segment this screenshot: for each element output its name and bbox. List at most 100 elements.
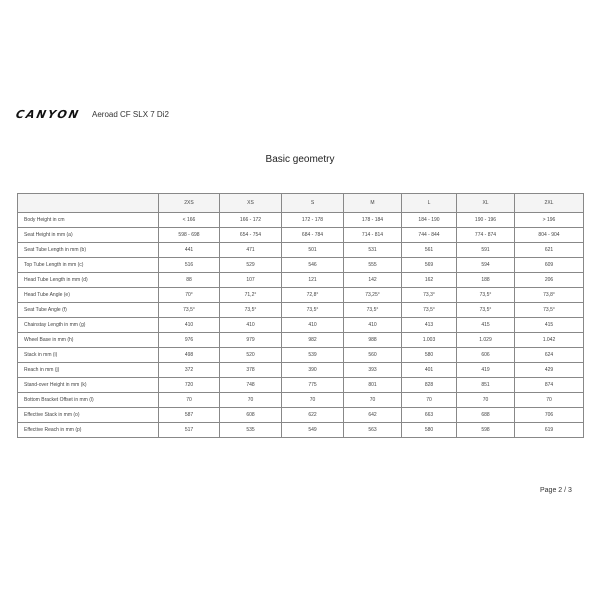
table-row: Wheel Base in mm (h) 976 979 982 988 1.003 1.0… (17, 332, 584, 348)
table-cell: 744 - 844 (401, 227, 457, 243)
column-header: L (401, 193, 457, 213)
table-row: Bottom Bracket Offset in mm (l) 70 70 70 70 7… (17, 392, 584, 408)
table-cell: 775 (281, 377, 344, 393)
table-cell: 71,2° (219, 287, 282, 303)
table-cell: 535 (219, 422, 282, 438)
table-cell: 1.042 (514, 332, 584, 348)
table-cell: 73,5° (456, 302, 515, 318)
table-cell: 73,5° (158, 302, 220, 318)
table-cell: 501 (281, 242, 344, 258)
table-cell: 684 - 784 (281, 227, 344, 243)
table-cell: 587 (158, 407, 220, 423)
row-label: Wheel Base in mm (h) (17, 332, 159, 348)
table-cell: 549 (281, 422, 344, 438)
row-label: Effective Stack in mm (o) (17, 407, 159, 423)
table-cell: 594 (456, 257, 515, 273)
table-cell: 142 (343, 272, 402, 288)
table-cell: 73,5° (219, 302, 282, 318)
table-cell: 606 (456, 347, 515, 363)
table-cell: 166 - 172 (219, 212, 282, 228)
column-header: XS (219, 193, 282, 213)
table-row: Reach in mm (j) 372 378 390 393 401 419 429 (17, 362, 584, 378)
table-cell: 429 (514, 362, 584, 378)
table-cell: < 166 (158, 212, 220, 228)
table-cell: 70 (219, 392, 282, 408)
table-cell: 609 (514, 257, 584, 273)
row-label: Effective Reach in mm (p) (17, 422, 159, 438)
table-cell: 608 (219, 407, 282, 423)
column-header (17, 193, 159, 213)
table-cell: 520 (219, 347, 282, 363)
row-label: Stand-over Height in mm (k) (17, 377, 159, 393)
row-label: Stack in mm (i) (17, 347, 159, 363)
table-cell: 441 (158, 242, 220, 258)
table-cell: 70 (343, 392, 402, 408)
table-cell: 580 (401, 347, 457, 363)
table-cell: 471 (219, 242, 282, 258)
row-label: Body Height in cm (17, 212, 159, 228)
table-cell: 70 (281, 392, 344, 408)
table-cell: > 196 (514, 212, 584, 228)
table-cell: 162 (401, 272, 457, 288)
table-row: Chainstay Length in mm (g) 410 410 410 410 41… (17, 317, 584, 333)
table-row: Head Tube Angle (e) 70° 71,2° 72,8° 73,25° 73… (17, 287, 584, 303)
table-cell: 624 (514, 347, 584, 363)
row-label: Seat Height in mm (a) (17, 227, 159, 243)
table-cell: 73,25° (343, 287, 402, 303)
page-title: Basic geometry (265, 154, 335, 165)
table-cell: 580 (401, 422, 457, 438)
row-label: Seat Tube Angle (f) (17, 302, 159, 318)
table-cell: 804 - 904 (514, 227, 584, 243)
table-cell: 561 (401, 242, 457, 258)
table-cell: 410 (219, 317, 282, 333)
column-header: 2XS (158, 193, 220, 213)
table-cell: 529 (219, 257, 282, 273)
table-cell: 531 (343, 242, 402, 258)
table-row: Head Tube Length in mm (d) 88 107 121 142 162… (17, 272, 584, 288)
model-name: Aeroad CF SLX 7 Di2 (92, 110, 169, 119)
table-cell: 498 (158, 347, 220, 363)
table-cell: 73,8° (514, 287, 584, 303)
table-header-row: 2XS XS S M L XL 2XL (17, 193, 584, 213)
row-label: Chainstay Length in mm (g) (17, 317, 159, 333)
table-cell: 982 (281, 332, 344, 348)
table-row: Stand-over Height in mm (k) 720 748 775 801 8… (17, 377, 584, 393)
table-row: Stack in mm (i) 498 520 539 560 580 606 624 (17, 347, 584, 363)
geometry-table: 2XS XS S M L XL 2XL Body Height in cm < 166 166 … (17, 193, 584, 438)
table-row: Top Tube Length in mm (c) 516 529 546 555 569… (17, 257, 584, 273)
table-cell: 206 (514, 272, 584, 288)
table-cell: 988 (343, 332, 402, 348)
row-label: Bottom Bracket Offset in mm (l) (17, 392, 159, 408)
table-cell: 598 (456, 422, 515, 438)
table-cell: 73,3° (401, 287, 457, 303)
table-row: Seat Tube Length in mm (b) 441 471 501 531 56… (17, 242, 584, 258)
table-cell: 378 (219, 362, 282, 378)
canyon-logo: CANYON (14, 108, 82, 121)
table-cell: 107 (219, 272, 282, 288)
table-cell: 70 (456, 392, 515, 408)
table-cell: 851 (456, 377, 515, 393)
table-cell: 569 (401, 257, 457, 273)
table-cell: 714 - 814 (343, 227, 402, 243)
table-cell: 184 - 190 (401, 212, 457, 228)
table-cell: 591 (456, 242, 515, 258)
table-cell: 73,5° (456, 287, 515, 303)
table-cell: 190 - 196 (456, 212, 515, 228)
row-label: Seat Tube Length in mm (b) (17, 242, 159, 258)
row-label: Head Tube Angle (e) (17, 287, 159, 303)
table-cell: 801 (343, 377, 402, 393)
table-cell: 73,5° (401, 302, 457, 318)
table-cell: 73,5° (343, 302, 402, 318)
table-cell: 748 (219, 377, 282, 393)
table-cell: 415 (514, 317, 584, 333)
table-cell: 70° (158, 287, 220, 303)
table-cell: 73,5° (514, 302, 584, 318)
table-cell: 621 (514, 242, 584, 258)
table-cell: 178 - 184 (343, 212, 402, 228)
row-label: Reach in mm (j) (17, 362, 159, 378)
table-cell: 70 (158, 392, 220, 408)
table-cell: 188 (456, 272, 515, 288)
table-cell: 410 (158, 317, 220, 333)
table-cell: 70 (401, 392, 457, 408)
table-cell: 976 (158, 332, 220, 348)
